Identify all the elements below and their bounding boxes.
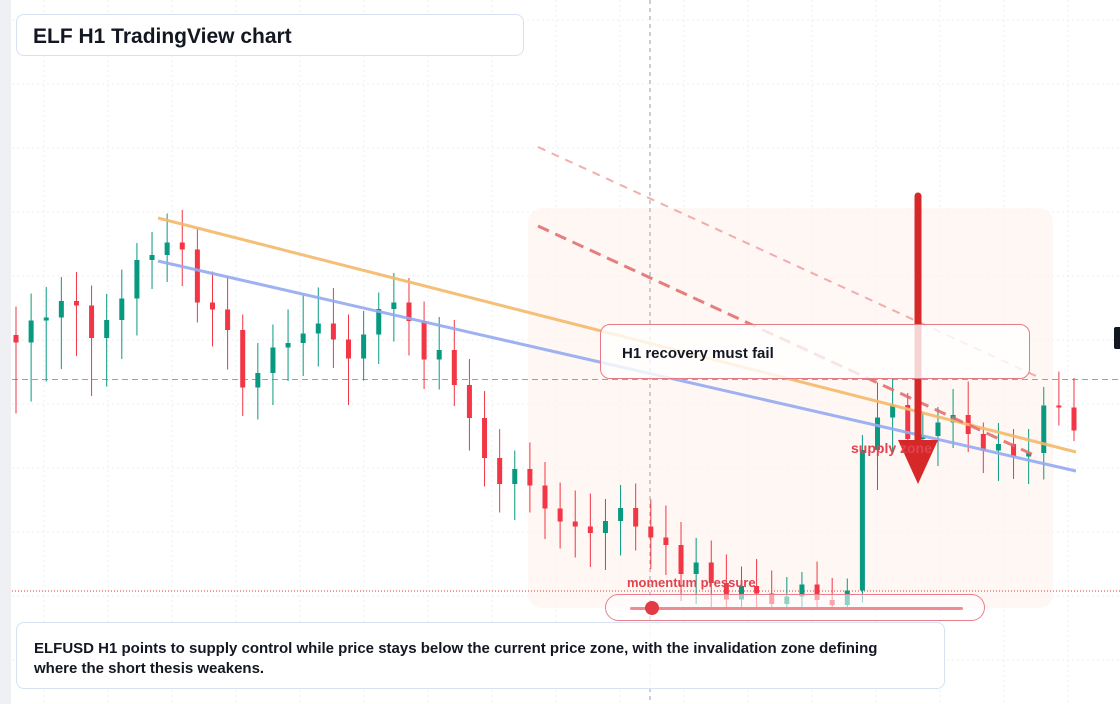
left-panel-edge — [0, 0, 11, 704]
candle-body — [1026, 453, 1032, 457]
candle-body — [28, 320, 34, 343]
candle-body — [255, 373, 261, 388]
candle-body — [527, 469, 533, 486]
momentum-slider-track — [630, 607, 963, 610]
supply-zone-area — [528, 208, 1053, 608]
candle-body — [693, 562, 699, 574]
candle-body — [104, 320, 110, 338]
candle-body — [723, 583, 729, 600]
candle-body — [980, 434, 986, 451]
candle-body — [194, 249, 200, 303]
candle-body — [285, 343, 291, 348]
candle-body — [587, 526, 593, 533]
candle-body — [678, 545, 684, 574]
candle-body — [466, 385, 472, 418]
candle-body — [315, 323, 321, 334]
momentum-label: momentum pressure — [627, 575, 756, 590]
candle-body — [270, 347, 276, 373]
candle-body — [482, 418, 488, 458]
candle-body — [618, 508, 624, 521]
candle-body — [648, 526, 654, 538]
candle-body — [557, 508, 563, 522]
candle-body — [43, 317, 49, 321]
candle-body — [73, 301, 79, 306]
price-axis-tag — [1114, 327, 1120, 349]
candle-body — [1041, 405, 1047, 453]
candle-body — [859, 450, 865, 591]
candle-body — [995, 444, 1001, 451]
candle-body — [572, 521, 578, 527]
candle-body — [497, 458, 503, 484]
candle-body — [1011, 444, 1017, 457]
candle-body — [708, 562, 714, 583]
candle-body — [542, 485, 548, 509]
candle-body — [799, 584, 805, 597]
candle-body — [663, 537, 669, 545]
candle-body — [13, 335, 19, 343]
candle-body — [391, 302, 397, 309]
candle-body — [119, 298, 125, 320]
candle-body — [300, 333, 306, 343]
candle-body — [905, 405, 911, 439]
candle-body — [240, 330, 246, 388]
candle-body — [935, 422, 941, 436]
candle-body — [738, 586, 744, 600]
momentum-slider-knob[interactable] — [645, 601, 660, 615]
candle-body — [361, 334, 367, 359]
down-arrow-head — [898, 440, 938, 484]
candle-body — [451, 350, 457, 385]
candle-body — [602, 521, 608, 533]
candle-body — [406, 302, 412, 321]
recovery-callout: H1 recovery must fail — [600, 324, 1030, 379]
candle-body — [1056, 405, 1062, 408]
candle-body — [346, 339, 352, 359]
supply-zone-label: supply zone — [851, 440, 932, 456]
candle-body — [814, 584, 820, 600]
candle-body — [164, 242, 170, 255]
candle-body — [225, 309, 231, 330]
candle-body — [633, 508, 639, 527]
candle-body — [209, 302, 215, 310]
candle-body — [330, 323, 336, 340]
summary-text: ELFUSD H1 points to supply control while… — [34, 640, 878, 677]
candle-body — [179, 242, 185, 250]
candle-body — [875, 417, 881, 450]
candle-body — [149, 255, 155, 260]
candle-body — [421, 321, 427, 360]
candle-body — [436, 350, 442, 360]
title-panel: ELF H1 TradingView chart — [16, 14, 524, 56]
candle-body — [512, 469, 518, 484]
chart-title: ELF H1 TradingView chart — [33, 25, 292, 48]
candle-body — [89, 305, 95, 338]
callout-text: H1 recovery must fail — [622, 345, 774, 362]
candle-body — [376, 309, 382, 335]
summary-panel: ELFUSD H1 points to supply control while… — [16, 622, 945, 689]
candle-body — [58, 301, 64, 318]
candle-body — [754, 586, 760, 594]
candle-body — [890, 405, 896, 418]
candle-body — [134, 260, 140, 299]
momentum-slider[interactable] — [605, 594, 985, 621]
candle-body — [1071, 407, 1077, 431]
